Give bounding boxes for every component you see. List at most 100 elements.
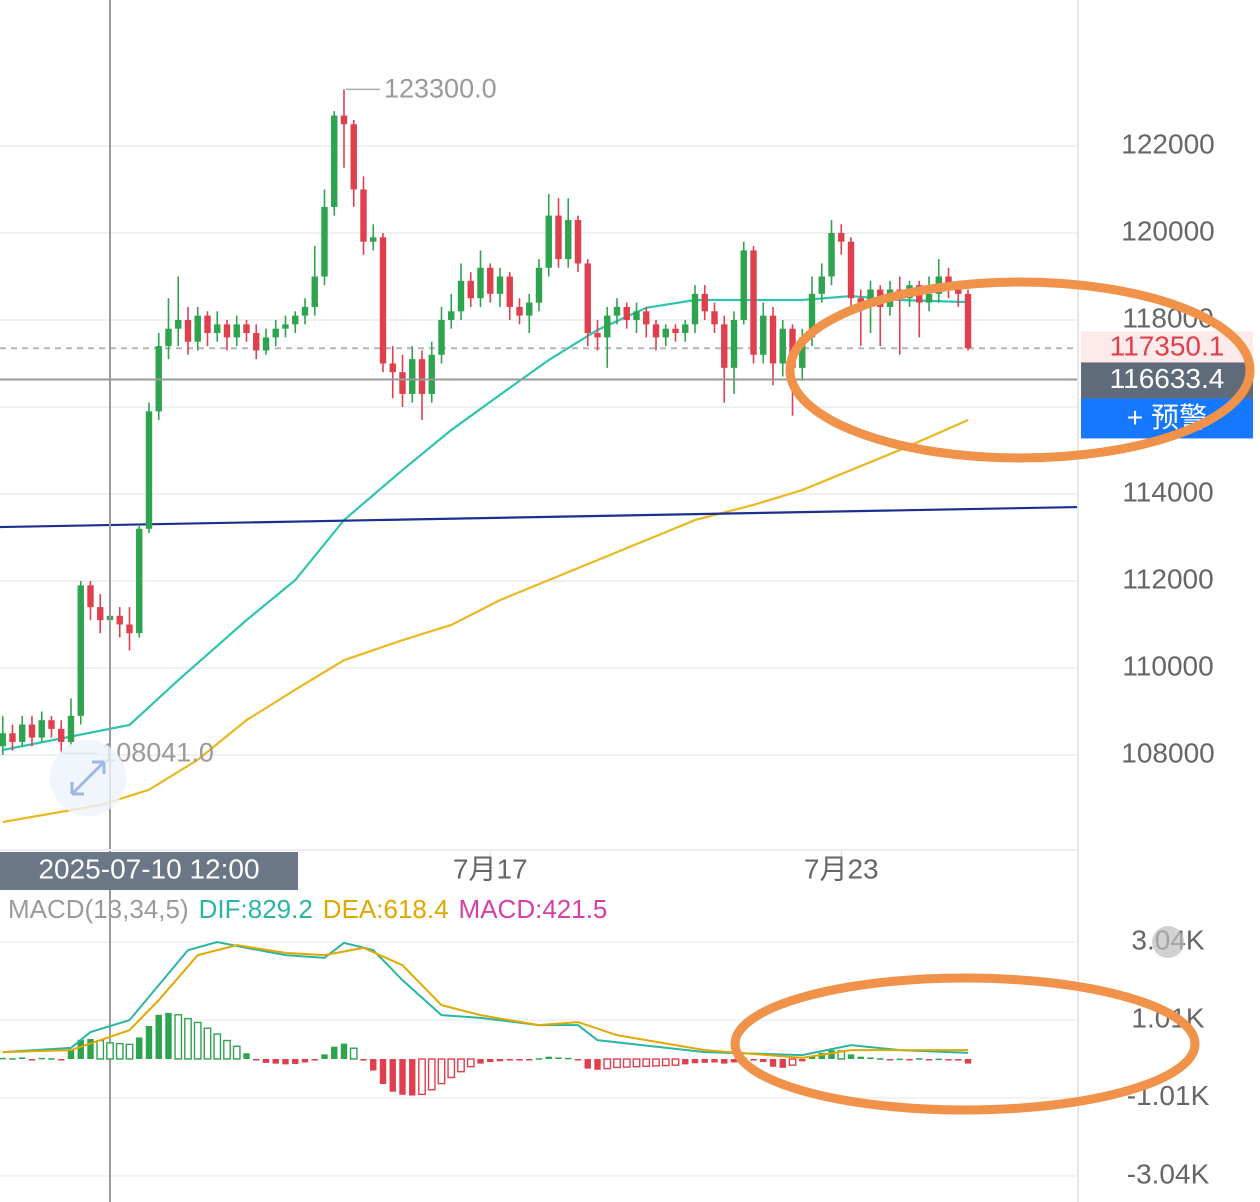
candle-body [97,607,104,621]
macd-bar [779,1059,786,1068]
candle-body [613,306,621,316]
candle-body [253,333,260,351]
macd-bar [496,1059,504,1062]
macd-bar [945,1059,952,1061]
candle-body [643,311,650,325]
macd-bar [555,1057,562,1059]
candle-body [87,585,94,608]
macd-bar [487,1059,494,1063]
macd-bar [301,1059,309,1063]
macd-bar [916,1058,923,1060]
candle-body [175,319,182,329]
crosshair-y-label: 116633.4 [1110,363,1225,394]
candle-body [262,337,270,351]
macd-bar [67,1049,75,1059]
candle-body [428,354,435,394]
macd-bar [360,1059,367,1061]
candle-body [233,324,240,338]
macd-bar [87,1039,94,1059]
candle-body [9,733,16,742]
candle-body [438,319,445,355]
candle-body [116,615,123,625]
candle-body [516,306,523,316]
candle-body [272,328,279,338]
macd-bar [799,1059,806,1062]
candle-body [399,372,406,394]
candle-body [730,319,738,368]
macd-bar [584,1059,591,1069]
macd-bar [389,1059,396,1092]
macd-bar [750,1059,757,1061]
macd-bar [125,1043,134,1060]
candle-body [360,189,367,242]
macd-bar [671,1058,680,1066]
candle-body [38,720,45,738]
candle-body [506,276,513,307]
candle-body [750,250,757,355]
macd-bar [418,1058,426,1096]
candle-body [292,315,299,325]
candle-body [574,219,582,264]
candle-body [77,585,84,716]
macd-bar [828,1050,835,1059]
macd-bar [184,1017,192,1060]
macd-title: MACD(13,34,5) [8,894,189,924]
candle-body [496,276,504,294]
macd-legend: DEA:618.4 [323,894,449,924]
expand-icon[interactable] [70,760,106,796]
candle-body [691,293,699,325]
macd-bar [349,1047,358,1060]
candle-body [584,263,591,334]
candle-body [379,237,387,364]
macd-bar [136,1037,143,1059]
macd-bar [730,1059,738,1063]
macd-bar [545,1056,552,1059]
macd-bar [574,1059,582,1061]
candle-body [282,324,289,329]
macd-bar [174,1014,183,1060]
macd-bar [857,1056,864,1059]
y-tick-label: -3.04K [1127,1158,1210,1189]
macd-bar [193,1021,202,1060]
macd-legend: DIF:829.2 [199,894,313,924]
candle-body [594,333,601,338]
candle-body [847,241,855,299]
macd-bar [964,1059,972,1064]
candle-body [808,293,816,338]
candle-body [633,311,640,320]
candle-body [467,280,474,299]
macd-bar [203,1027,212,1060]
macd-bar [165,1012,172,1059]
macd-bar [808,1056,816,1059]
candle-body [555,215,562,260]
candle-body [126,624,133,634]
candle-body [721,324,728,368]
candle-body [701,293,708,312]
macd-bar [711,1059,718,1063]
candle-body [623,306,630,320]
indicator-line [2,944,969,1059]
candle-body [28,724,36,738]
macd-bar [292,1059,299,1064]
macd-bar [321,1054,328,1059]
macd-bar [447,1058,456,1079]
last-price-box [1081,331,1253,364]
candle-body [0,733,6,747]
candle-body [672,328,679,334]
candle-body [652,324,660,338]
candle-body [682,324,689,334]
candle-body [165,328,172,347]
macd-bar [847,1054,855,1059]
x-tick-label: 7月17 [453,853,528,884]
candle-body [350,124,357,190]
candle-body [760,315,767,355]
candle-body [389,363,396,373]
candle-body [604,315,611,338]
candle-body [565,219,572,260]
macd-bar [526,1059,533,1061]
candle-body [340,115,348,125]
indicator-dot[interactable] [1152,926,1184,958]
macd-bar [682,1059,689,1065]
